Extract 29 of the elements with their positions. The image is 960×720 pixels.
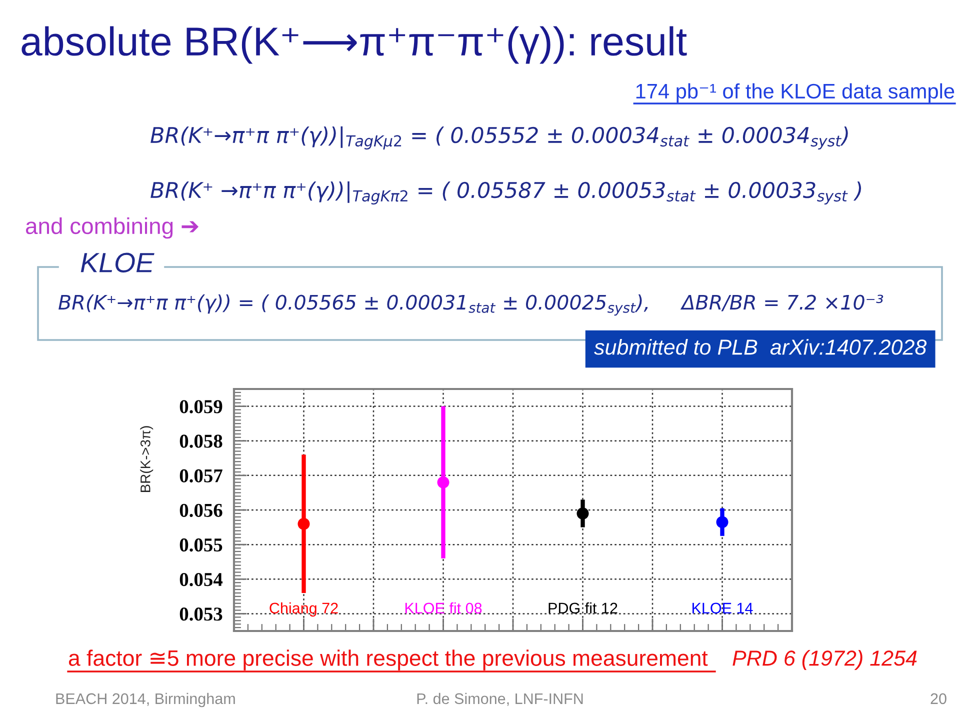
y-tick-label: 0.053: [180, 608, 222, 621]
x-tick-label: Chiang 72: [270, 602, 338, 617]
x-tick-label: KLOE 14: [692, 602, 753, 614]
text: BR(K⁺→π⁺π π⁺(γ)) = ( 0.05565 ± 0.00031$_{stat}$ ± 0.00025$_{syst}$), ΔBR/BR = 7.2 ×10⁻³: [58, 294, 884, 316]
chart-title: absolute BR(K⁺⟶π⁺π⁻π⁺(γ)): result: [22, 26, 687, 64]
text: P. de Simone, LNF-INFN: [417, 692, 583, 706]
y-axis-title: BR(K->3π): [140, 426, 154, 492]
y-tick-label: 0.058: [180, 434, 222, 448]
text: 20: [930, 693, 946, 704]
text: BEACH 2014, Birmingham: [56, 692, 235, 708]
x-tick-label: PDG fit 12: [548, 602, 618, 614]
point: [298, 518, 310, 530]
x-tick-label: KLOE fit 08: [405, 602, 482, 614]
y-tick-label: 0.059: [180, 400, 222, 414]
point: [716, 516, 728, 528]
point: [437, 476, 450, 488]
y-tick-label: 0.054: [180, 572, 223, 586]
y-tick-label: 0.055: [180, 538, 222, 552]
text: a factor ≅5 more precise with respect the previous measurement: [68, 650, 708, 670]
point: [576, 507, 589, 520]
y-tick-label: 0.057: [180, 469, 222, 482]
chart-subtitle: 174 pb⁻¹ of the KLOE data sample: [636, 83, 954, 103]
text: PRD 6 (1972) 1254: [732, 650, 917, 670]
text: BR(K⁺→π⁺π π⁺(γ))|$_{TagKμ2}$ = ( 0.05552 ± 0.00034$_{stat}$ ± 0.00034$_{syst}$): [150, 126, 848, 150]
y-tick-label: 0.056: [180, 504, 222, 518]
text: KLOE: [80, 252, 154, 272]
text: and combining ➔: [26, 217, 199, 239]
text: submitted to PLB arXiv:1407.2028: [594, 338, 927, 355]
text: BR(K⁺ →π⁺π π⁺(γ))|$_{TagKπ2}$ = ( 0.05587 ± 0.00053$_{stat}$ ± 0.00033$_{syst}$ ): [150, 181, 862, 204]
